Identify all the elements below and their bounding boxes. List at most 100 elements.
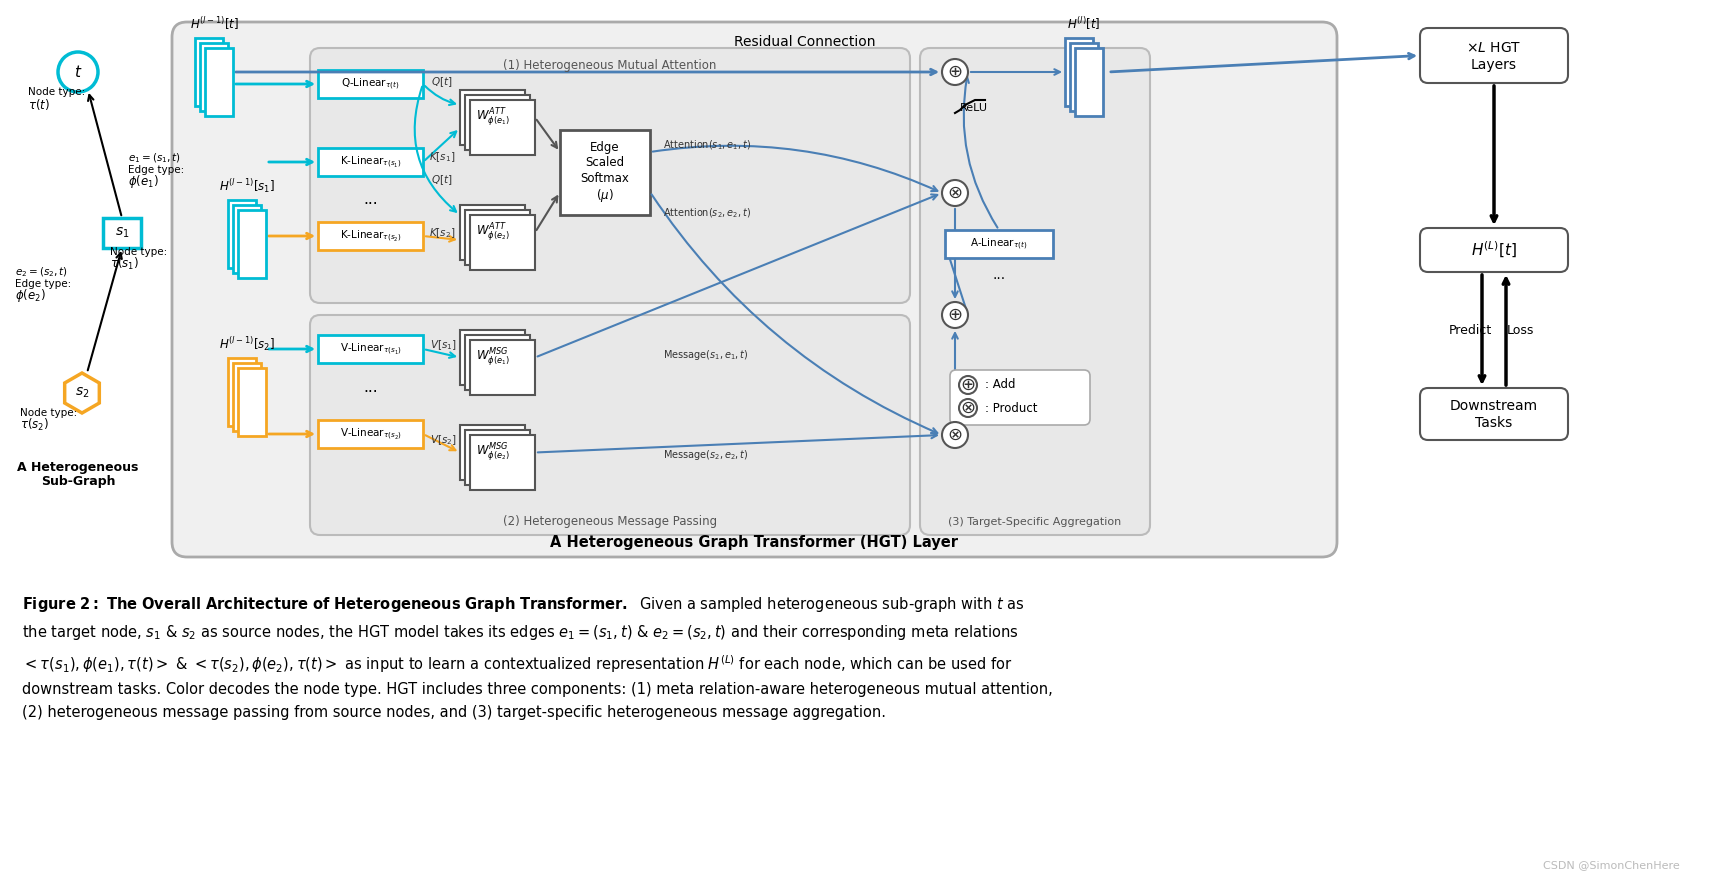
Bar (237, 210, 267, 278)
Bar (232, 205, 262, 273)
Circle shape (959, 376, 978, 394)
Text: CSDN @SimonChenHere: CSDN @SimonChenHere (1544, 860, 1680, 870)
Bar (460, 205, 525, 260)
Text: (1) Heterogeneous Mutual Attention: (1) Heterogeneous Mutual Attention (503, 59, 716, 71)
Bar (465, 430, 530, 485)
Text: ...: ... (363, 192, 379, 208)
Circle shape (941, 422, 967, 448)
Text: $V[s_2]$: $V[s_2]$ (430, 433, 456, 447)
Text: $H^{(l-1)}[s_2]$: $H^{(l-1)}[s_2]$ (219, 335, 275, 353)
Circle shape (941, 302, 967, 328)
Text: $H^{(l)}[t]$: $H^{(l)}[t]$ (1067, 15, 1101, 32)
Text: V-Linear$_{\tau(s_2)}$: V-Linear$_{\tau(s_2)}$ (339, 426, 401, 442)
Text: V-Linear$_{\tau(s_1)}$: V-Linear$_{\tau(s_1)}$ (339, 341, 401, 356)
Bar (460, 330, 525, 385)
Text: Loss: Loss (1506, 323, 1533, 337)
Bar (318, 222, 423, 250)
Text: $\tau(s_2)$: $\tau(s_2)$ (21, 417, 48, 433)
Text: Scaled: Scaled (585, 157, 625, 169)
Bar (1070, 43, 1098, 111)
Text: $Q[t]$: $Q[t]$ (432, 173, 453, 187)
Text: $H^{(L)}[t]$: $H^{(L)}[t]$ (1471, 240, 1516, 260)
Text: Q-Linear$_{\tau(t)}$: Q-Linear$_{\tau(t)}$ (341, 77, 399, 92)
Text: $W^{MSG}_{\phi(e_2)}$: $W^{MSG}_{\phi(e_2)}$ (475, 441, 509, 463)
Bar (465, 95, 530, 150)
Text: $V[s_1]$: $V[s_1]$ (430, 338, 456, 352)
Text: A-Linear$_{\tau(t)}$: A-Linear$_{\tau(t)}$ (971, 236, 1027, 251)
Text: Sub-Graph: Sub-Graph (41, 476, 115, 488)
Text: K-Linear$_{\tau(s_2)}$: K-Linear$_{\tau(s_2)}$ (339, 228, 401, 244)
Text: Edge type:: Edge type: (15, 279, 71, 289)
Bar (465, 335, 530, 390)
Bar (945, 230, 1053, 258)
Text: $(\mu)$: $(\mu)$ (595, 186, 614, 203)
FancyBboxPatch shape (950, 370, 1089, 425)
Text: $H^{(l-1)}[s_1]$: $H^{(l-1)}[s_1]$ (219, 177, 275, 195)
Text: Node type:: Node type: (110, 247, 167, 257)
Text: Message$(s_1,e_1,t)$: Message$(s_1,e_1,t)$ (663, 348, 749, 362)
Text: $K[s_2]$: $K[s_2]$ (429, 226, 456, 240)
Circle shape (59, 52, 98, 92)
Text: Node type:: Node type: (21, 408, 77, 418)
Bar (103, 218, 141, 248)
Bar (465, 210, 530, 265)
Text: $\tau(s_1)$: $\tau(s_1)$ (110, 256, 139, 272)
Bar (237, 368, 267, 436)
Text: A Heterogeneous Graph Transformer (HGT) Layer: A Heterogeneous Graph Transformer (HGT) … (551, 535, 959, 551)
Text: Attention$(s_2,e_2,t)$: Attention$(s_2,e_2,t)$ (663, 206, 750, 220)
Bar (470, 215, 535, 270)
Text: $\otimes$: $\otimes$ (947, 426, 962, 444)
Bar (318, 70, 423, 98)
Text: Layers: Layers (1471, 58, 1516, 71)
Text: ...: ... (993, 268, 1005, 282)
Text: $\mathbf{Figure\ 2:\ The\ Overall\ Architecture\ of\ Heterogeneous\ Graph\ Trans: $\mathbf{Figure\ 2:\ The\ Overall\ Archi… (22, 595, 1053, 720)
Text: Message$(s_2,e_2,t)$: Message$(s_2,e_2,t)$ (663, 448, 749, 462)
Bar (1076, 48, 1103, 116)
Text: Node type:: Node type: (28, 87, 86, 97)
Bar (470, 340, 535, 395)
Text: $H^{(l-1)}[t]$: $H^{(l-1)}[t]$ (189, 15, 239, 32)
Text: : Product: : Product (984, 402, 1038, 414)
Bar (559, 130, 651, 215)
Text: Predict: Predict (1449, 323, 1492, 337)
Text: Edge: Edge (590, 141, 620, 153)
Text: $e_2=(s_2,t)$: $e_2=(s_2,t)$ (15, 266, 67, 279)
FancyBboxPatch shape (1420, 28, 1568, 83)
Polygon shape (65, 373, 100, 413)
Text: Edge type:: Edge type: (127, 165, 184, 175)
Text: $e_1=(s_1,t)$: $e_1=(s_1,t)$ (127, 151, 181, 165)
Text: $s_1$: $s_1$ (115, 225, 129, 241)
Text: $\tau(t)$: $\tau(t)$ (28, 96, 50, 111)
Text: $t$: $t$ (74, 64, 83, 80)
Bar (227, 358, 256, 426)
Text: $\oplus$: $\oplus$ (947, 306, 962, 324)
Bar (200, 43, 227, 111)
Text: $Q[t]$: $Q[t]$ (432, 75, 453, 89)
Text: K-Linear$_{\tau(s_1)}$: K-Linear$_{\tau(s_1)}$ (339, 154, 401, 169)
Circle shape (941, 59, 967, 85)
Text: $W^{ATT}_{\phi(e_2)}$: $W^{ATT}_{\phi(e_2)}$ (475, 222, 509, 243)
Bar (318, 420, 423, 448)
Text: ReLU: ReLU (960, 103, 988, 113)
Text: $\otimes$: $\otimes$ (947, 184, 962, 202)
Text: Residual Connection: Residual Connection (733, 35, 876, 49)
Bar (470, 100, 535, 155)
Text: $\otimes$: $\otimes$ (960, 399, 976, 417)
Bar (470, 435, 535, 490)
Text: Attention$(s_1,e_1,t)$: Attention$(s_1,e_1,t)$ (663, 138, 750, 151)
Text: ...: ... (363, 380, 379, 396)
Text: $\phi(e_2)$: $\phi(e_2)$ (15, 288, 46, 305)
Bar (232, 363, 262, 431)
FancyBboxPatch shape (921, 48, 1150, 535)
Bar (460, 90, 525, 145)
Text: $\oplus$: $\oplus$ (947, 63, 962, 81)
FancyBboxPatch shape (310, 315, 910, 535)
Text: (3) Target-Specific Aggregation: (3) Target-Specific Aggregation (948, 517, 1122, 527)
Text: A Heterogeneous: A Heterogeneous (17, 462, 139, 475)
Circle shape (941, 180, 967, 206)
Text: (2) Heterogeneous Message Passing: (2) Heterogeneous Message Passing (503, 516, 718, 528)
Text: : Add: : Add (984, 379, 1015, 391)
Bar (460, 425, 525, 480)
Bar (1065, 38, 1093, 106)
Bar (318, 148, 423, 176)
